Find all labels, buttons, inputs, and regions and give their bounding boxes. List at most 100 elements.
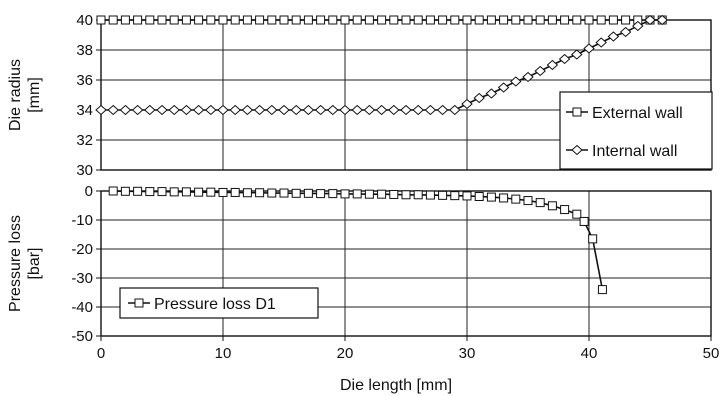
data-point [351,104,363,116]
data-point [169,15,179,25]
data-point [644,14,656,26]
data-point [597,285,607,295]
data-point [278,104,290,116]
data-point [229,104,241,116]
data-point [218,187,228,197]
data-point [595,37,607,48]
data-point [436,104,449,116]
data-point [425,15,435,25]
data-point [462,191,472,201]
y-tick-label: 34 [76,102,93,119]
data-point [194,187,204,197]
data-point [462,15,472,25]
data-point [242,15,252,25]
data-point [375,104,388,116]
data-point [192,104,205,116]
x-axis-label: Die length [mm] [340,377,452,394]
data-point [328,189,338,199]
y-tick-label: -50 [71,328,93,345]
series-external-wall [96,15,667,25]
data-point [572,209,582,219]
data-point [133,15,143,25]
data-point [108,15,118,25]
data-point [558,53,571,65]
legend: External wall Internal wall [559,91,713,170]
data-point [266,104,278,116]
data-point [144,104,156,116]
data-point [377,15,387,25]
y-tick-label: 40 [76,12,93,29]
data-point [547,15,557,25]
data-point [546,59,559,71]
y-axis-label: Pressure loss [7,215,24,312]
y-axis-label: Die radius [7,59,24,131]
data-point [579,216,589,226]
data-point [327,104,339,116]
data-point [340,189,350,199]
legend-label: External wall [592,105,683,122]
data-point [486,192,496,202]
data-point [535,15,545,25]
data-point [241,104,254,116]
data-point [608,15,618,25]
y-tick-label: 0 [85,183,93,200]
data-point [571,49,583,60]
y-tick-label: 36 [76,72,93,89]
data-point [449,104,461,116]
data-point [474,15,484,25]
data-point [523,196,533,206]
data-point [96,15,106,25]
data-point [450,15,460,25]
data-point [497,82,510,93]
x-tick-label: 50 [703,345,719,362]
data-point [218,15,228,25]
y-tick-label: 38 [76,42,93,59]
data-point [499,193,509,203]
legend-box [559,91,713,170]
data-point [131,104,144,116]
data-point [253,104,266,116]
data-point [157,15,167,25]
data-point [302,104,315,116]
data-point [588,234,598,244]
data-point [364,15,374,25]
x-tick-label: 40 [581,345,598,362]
y-tick-label: -40 [71,299,93,316]
data-point [303,15,313,25]
data-point [328,15,338,25]
data-point [510,76,522,87]
data-point [267,188,277,198]
legend-marker [572,107,582,117]
data-point [206,187,216,197]
legend-box [119,287,319,319]
data-point [180,104,193,116]
data-point [377,189,387,199]
data-point [621,15,631,25]
data-point [499,15,509,25]
data-point [596,15,606,25]
data-point [267,15,277,25]
data-point [340,15,350,25]
data-point [255,15,265,25]
data-point [656,14,668,26]
series-pressure-loss-d1 [108,186,607,295]
data-point [461,98,473,110]
legend-marker [134,298,144,308]
data-point [169,187,179,197]
data-point [522,71,534,83]
data-point [424,104,437,116]
data-point [401,190,411,200]
data-point [364,189,374,199]
data-point [230,187,240,197]
data-point [107,104,119,116]
data-point [413,15,423,25]
data-point [352,15,362,25]
data-point [511,15,521,25]
data-point [438,190,448,200]
y-tick-label: 30 [76,162,93,179]
data-point [339,104,351,116]
legend-marker [571,144,583,156]
data-point [607,31,620,42]
